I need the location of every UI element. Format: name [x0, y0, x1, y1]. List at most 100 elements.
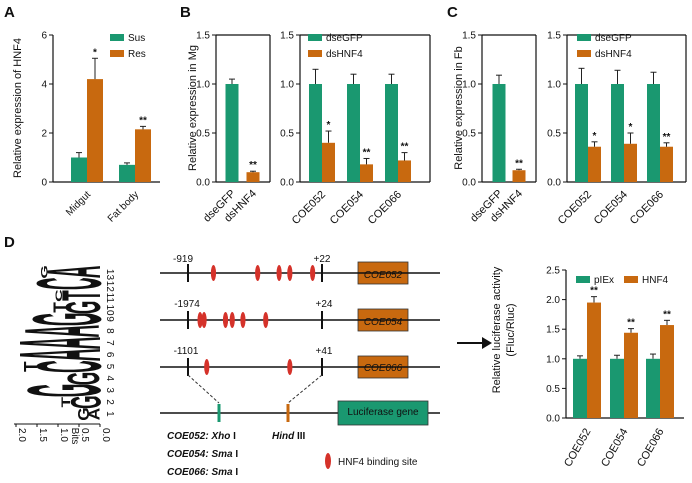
significance-mark: * — [93, 47, 97, 58]
chart-d-ylabel: Relative luciferase activity — [491, 266, 503, 393]
promoter-diagram: -919 +22 COE052 -1974 +24 COE054 -1101 +… — [160, 254, 492, 478]
motif-letter-t: T — [50, 290, 112, 301]
chart-b-yticks: 0.0 0.5 1.0 1.5 — [196, 31, 210, 189]
y-tick: 0.0 — [196, 178, 210, 189]
motif-position: 3 — [104, 387, 115, 393]
chart-c-xlabels-left: dseGFP dsHNF4 — [468, 188, 525, 225]
x-tick: COE052 — [562, 427, 593, 470]
motif-position: 4 — [104, 376, 115, 382]
motif-y-tick: 2.0 — [16, 428, 27, 442]
chart-b-annotations-left: ** — [249, 160, 257, 171]
chart-a-xlabels: Midgut Fat body — [64, 189, 141, 224]
bar-dshnf4 — [360, 164, 373, 182]
hnf4-binding-site — [255, 265, 261, 281]
bar-piex — [646, 358, 660, 418]
y-tick: 0.0 — [462, 178, 476, 189]
motif-letter-c: C — [17, 360, 120, 372]
chart-c-xlabels: COE052 COE054 COE066 — [556, 189, 666, 227]
legend-swatch-res — [110, 50, 124, 57]
y-tick: 1.0 — [547, 80, 561, 91]
chart-a-bars — [71, 57, 151, 182]
motif-letter-a: A — [86, 408, 103, 421]
binding-site-legend-label: HNF4 binding site — [338, 457, 418, 468]
luciferase-box — [337, 400, 429, 426]
chart-b-ylabel: Relative expression in Mg — [187, 45, 199, 171]
hnf4-binding-site — [201, 312, 207, 328]
significance-mark: ** — [590, 286, 598, 297]
chart-c-annotations-left: ** — [515, 158, 523, 169]
hnf4-binding-site — [287, 265, 293, 281]
legend-swatch-dsegfp — [308, 34, 322, 41]
motif-letter-g: G — [11, 313, 121, 326]
legend-swatch-sus — [110, 34, 124, 41]
y-tick: 0.5 — [546, 384, 560, 395]
x-tick: COE066 — [628, 189, 666, 227]
bar-dsegfp — [225, 84, 239, 182]
y-tick: 1.5 — [547, 31, 561, 42]
y-tick: 0.0 — [280, 178, 294, 189]
y-tick: 0.0 — [547, 178, 561, 189]
legend-dsegfp: dseGFP — [595, 33, 632, 44]
legend-swatch-dshnf4 — [577, 50, 591, 57]
bar-piex — [573, 358, 587, 418]
bar-dshnf4 — [624, 143, 637, 182]
hnf4-binding-site — [197, 312, 203, 328]
cloning-site-label: COE052: Xho I — [167, 431, 236, 442]
bar-dsegfp — [309, 84, 322, 182]
chart-b-yticks-right: 0.0 0.5 1.0 1.5 — [280, 31, 294, 189]
motif-position: 10 — [104, 304, 115, 316]
reporter-construct: Luciferase gene COE052: Xho I COE054: Sm… — [160, 337, 492, 478]
motif-letter-c: C — [54, 289, 64, 301]
chart-d-yticks: 0.0 0.5 1.0 1.5 2.0 2.5 — [546, 266, 560, 425]
promoter-end-label: +24 — [316, 299, 333, 310]
x-tick: COE054 — [599, 427, 630, 470]
motif-position: 6 — [104, 352, 115, 358]
cloning-site-label: COE066: Sma I — [167, 467, 238, 478]
gene-box-label: COE054 — [364, 317, 403, 328]
motif-position: 11 — [104, 293, 115, 304]
chart-a: Relative expression of HNF4 0 2 4 6 * **… — [12, 31, 160, 225]
y-tick: 1.0 — [546, 354, 560, 365]
bar-hnf4 — [624, 332, 638, 418]
y-tick: 0.5 — [280, 129, 294, 140]
arrow-head — [482, 337, 492, 349]
chart-d-ylabel-line2: (Fluc/Rluc) — [505, 303, 517, 356]
panel-label-a: A — [4, 4, 15, 21]
hnf4-binding-site — [287, 359, 293, 375]
promoter-end-label: +22 — [314, 254, 331, 265]
chart-d-bars — [573, 296, 674, 418]
chart-d: Relative luciferase activity (Fluc/Rluc)… — [491, 266, 684, 470]
y-tick: 0 — [41, 178, 47, 189]
significance-mark: * — [629, 122, 633, 133]
chart-d-annotations: ** ** ** — [590, 286, 671, 329]
bar-dshnf4 — [512, 170, 526, 182]
legend-swatch-hnf4 — [624, 276, 638, 283]
significance-mark: ** — [663, 132, 671, 143]
chart-c: Relative expression in Fb 0.0 0.5 1.0 1.… — [453, 31, 687, 227]
hnf4-binding-site — [204, 359, 210, 375]
gene-box-label: COE052 — [364, 270, 403, 281]
motif-letter-t: T — [20, 361, 41, 372]
x-tick: COE054 — [592, 189, 630, 227]
motif-letter-a: A — [0, 337, 125, 349]
promoter-rows: -919 +22 COE052 -1974 +24 COE054 -1101 +… — [160, 254, 440, 379]
binding-site-legend-icon — [325, 453, 331, 469]
chart-c-ylabel: Relative expression in Fb — [453, 46, 465, 170]
motif-position: 9 — [104, 316, 115, 322]
chart-b-xlabels-left: dseGFP dsHNF4 — [201, 188, 259, 225]
motif-position: 7 — [104, 340, 115, 346]
chart-b-bars — [225, 68, 411, 182]
legend-swatch-piex — [576, 276, 590, 283]
bar-dsegfp — [385, 84, 398, 182]
hnf4-binding-site — [229, 312, 235, 328]
bar-dsegfp — [347, 84, 360, 182]
x-tick: COE066 — [366, 189, 404, 227]
y-tick: 4 — [41, 80, 47, 91]
legend-hnf4: HNF4 — [642, 275, 669, 286]
y-tick: 1.0 — [196, 80, 210, 91]
hnf4-binding-site — [210, 265, 217, 281]
y-tick: 0.5 — [547, 129, 561, 140]
